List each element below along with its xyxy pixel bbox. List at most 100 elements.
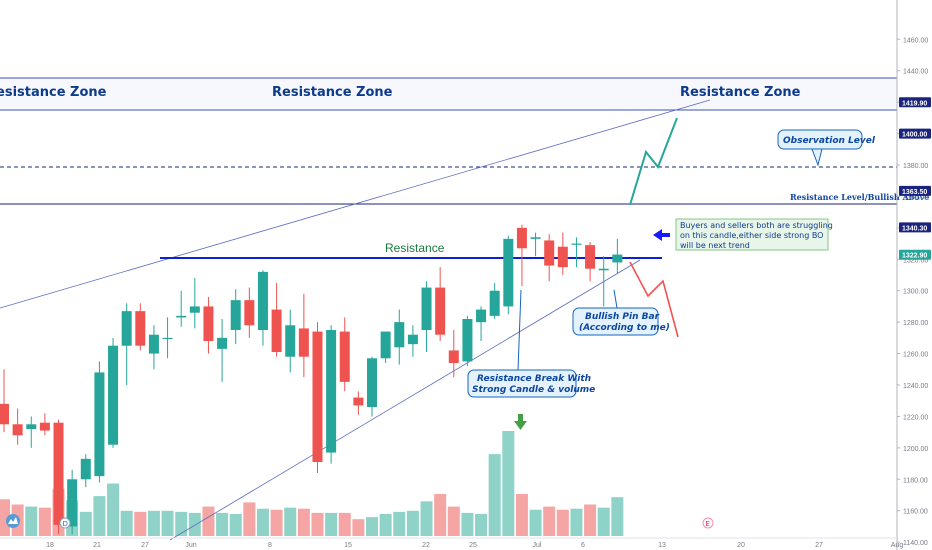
candle-body	[353, 397, 364, 406]
channel-upper-line	[0, 99, 711, 309]
volume-bar	[38, 507, 51, 536]
break-pointer	[517, 289, 522, 371]
candle	[53, 419, 64, 535]
break-line-2: Strong Candle & volume	[472, 385, 595, 395]
candle	[162, 317, 173, 359]
candle	[298, 293, 309, 378]
volume-bar	[584, 504, 597, 536]
candle-body	[367, 358, 378, 407]
candle-body	[516, 227, 527, 249]
volume-bar	[120, 510, 133, 536]
price-tick-label: 1180.00	[903, 477, 928, 484]
candle-body	[189, 306, 200, 313]
event-marker-e[interactable]: E	[702, 517, 714, 529]
resistance-zone-band	[0, 78, 897, 110]
candle-body	[12, 424, 23, 436]
volume-bar	[379, 513, 392, 536]
price-tag-label: 1322.90	[902, 253, 927, 260]
candle	[108, 337, 119, 448]
candle-body	[53, 422, 64, 525]
volume-bar	[175, 511, 188, 536]
price-tag-label: 1400.00	[902, 132, 927, 139]
price-tag-label: 1419.90	[902, 100, 927, 107]
zone-label-middle: Resistance Zone	[272, 85, 393, 100]
candle-body	[421, 287, 432, 330]
price-tick-label: 1460.00	[903, 37, 928, 44]
candle-body	[462, 319, 473, 362]
candle	[121, 303, 132, 385]
candle	[148, 325, 159, 370]
candle	[339, 317, 350, 392]
volume-bar	[515, 494, 528, 536]
volume-bar	[93, 496, 106, 536]
volume-bar	[543, 506, 556, 536]
time-tick-label: 27	[141, 542, 149, 549]
chart-structure	[0, 77, 897, 541]
time-tick-label: Jun	[185, 542, 196, 549]
candle-body	[148, 334, 159, 354]
volume-bar	[611, 497, 624, 536]
time-tick-label: 13	[658, 542, 666, 549]
candle-body	[230, 300, 241, 330]
candle-note-line-3: will be next trend	[680, 241, 750, 250]
candle	[367, 356, 378, 417]
candle-body	[312, 331, 323, 462]
projection-paths	[629, 117, 679, 338]
candle-note-line-1: Buyers and sellers both are struggling	[680, 221, 833, 230]
volume-bar	[420, 501, 433, 536]
volume-bar	[256, 508, 269, 536]
candle	[67, 469, 78, 535]
candle	[585, 242, 596, 282]
candle	[544, 234, 555, 282]
candle-body	[298, 328, 309, 357]
price-tag	[899, 128, 931, 139]
candle	[26, 416, 37, 448]
volume-bar	[338, 512, 351, 536]
candle-body	[0, 403, 9, 425]
time-tick-label: 27	[815, 542, 823, 549]
price-axis[interactable]: 1140.00 1160.00 1180.00 1200.00 1220.00 1240.…	[896, 0, 928, 550]
zone-label-right: Resistance Zone	[680, 85, 801, 100]
volume-bar	[461, 512, 474, 536]
event-marker-d[interactable]: D	[59, 517, 71, 529]
candle-body	[67, 479, 78, 527]
volume-bar	[188, 512, 201, 536]
candle-body	[571, 243, 582, 245]
price-tag	[899, 97, 931, 108]
candle	[244, 287, 255, 338]
candle	[571, 237, 582, 268]
channel-lower-line	[169, 259, 641, 541]
volume-bar	[556, 509, 569, 536]
time-tick-label: 20	[737, 542, 745, 549]
candle-body	[476, 309, 487, 323]
candle	[530, 232, 541, 257]
volume-bar	[597, 507, 610, 536]
candle	[135, 303, 146, 351]
candle-body	[94, 372, 105, 477]
price-tick-label: 1360.00	[903, 194, 928, 201]
time-axis[interactable]: 18 21 27 Jun 8 15 22 25 Jul 6 13 20 27 Aug	[0, 537, 903, 549]
candle-body	[530, 237, 541, 239]
candle	[476, 306, 487, 341]
candlesticks	[0, 224, 623, 535]
candle-body	[489, 290, 500, 316]
volume-bar	[529, 509, 542, 536]
price-tag	[899, 185, 931, 196]
candle-body	[203, 306, 214, 341]
candle-body	[80, 458, 91, 480]
break-callout	[467, 369, 577, 398]
volume-bar	[202, 506, 215, 536]
candle	[516, 224, 527, 286]
candle	[612, 238, 623, 274]
candle-body	[503, 238, 514, 307]
volume-bar	[447, 506, 460, 536]
volume-bar	[134, 511, 147, 536]
candle-body	[612, 254, 623, 263]
candle	[312, 322, 323, 473]
tradingview-logo-icon[interactable]	[6, 514, 20, 528]
candle-body	[544, 240, 555, 266]
candle-body	[244, 300, 255, 326]
volume-bar	[79, 511, 92, 536]
candle-body	[135, 311, 146, 346]
